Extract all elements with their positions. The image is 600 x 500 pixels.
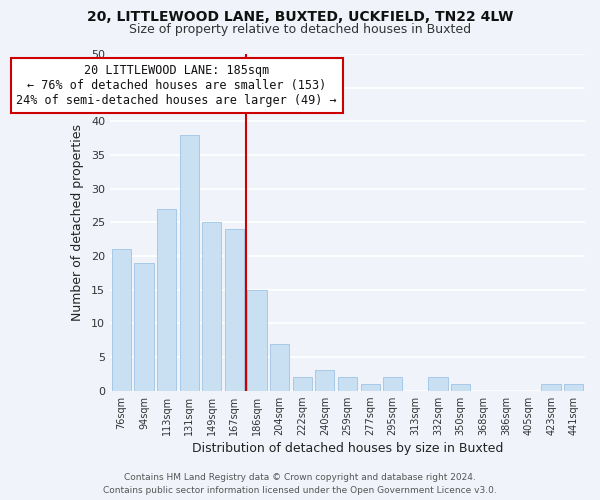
Bar — [247, 290, 266, 390]
Bar — [225, 229, 244, 390]
Text: Contains HM Land Registry data © Crown copyright and database right 2024.
Contai: Contains HM Land Registry data © Crown c… — [103, 473, 497, 495]
Bar — [338, 377, 357, 390]
Bar — [134, 263, 154, 390]
Bar — [361, 384, 380, 390]
Bar — [202, 222, 221, 390]
Bar — [270, 344, 289, 390]
Text: 20, LITTLEWOOD LANE, BUXTED, UCKFIELD, TN22 4LW: 20, LITTLEWOOD LANE, BUXTED, UCKFIELD, T… — [87, 10, 513, 24]
Bar — [112, 250, 131, 390]
Text: 20 LITTLEWOOD LANE: 185sqm
← 76% of detached houses are smaller (153)
24% of sem: 20 LITTLEWOOD LANE: 185sqm ← 76% of deta… — [16, 64, 337, 107]
Bar — [428, 377, 448, 390]
Y-axis label: Number of detached properties: Number of detached properties — [71, 124, 84, 321]
Bar — [179, 135, 199, 390]
X-axis label: Distribution of detached houses by size in Buxted: Distribution of detached houses by size … — [192, 442, 503, 455]
Bar — [564, 384, 583, 390]
Text: Size of property relative to detached houses in Buxted: Size of property relative to detached ho… — [129, 22, 471, 36]
Bar — [157, 209, 176, 390]
Bar — [541, 384, 560, 390]
Bar — [451, 384, 470, 390]
Bar — [315, 370, 334, 390]
Bar — [383, 377, 403, 390]
Bar — [293, 377, 312, 390]
